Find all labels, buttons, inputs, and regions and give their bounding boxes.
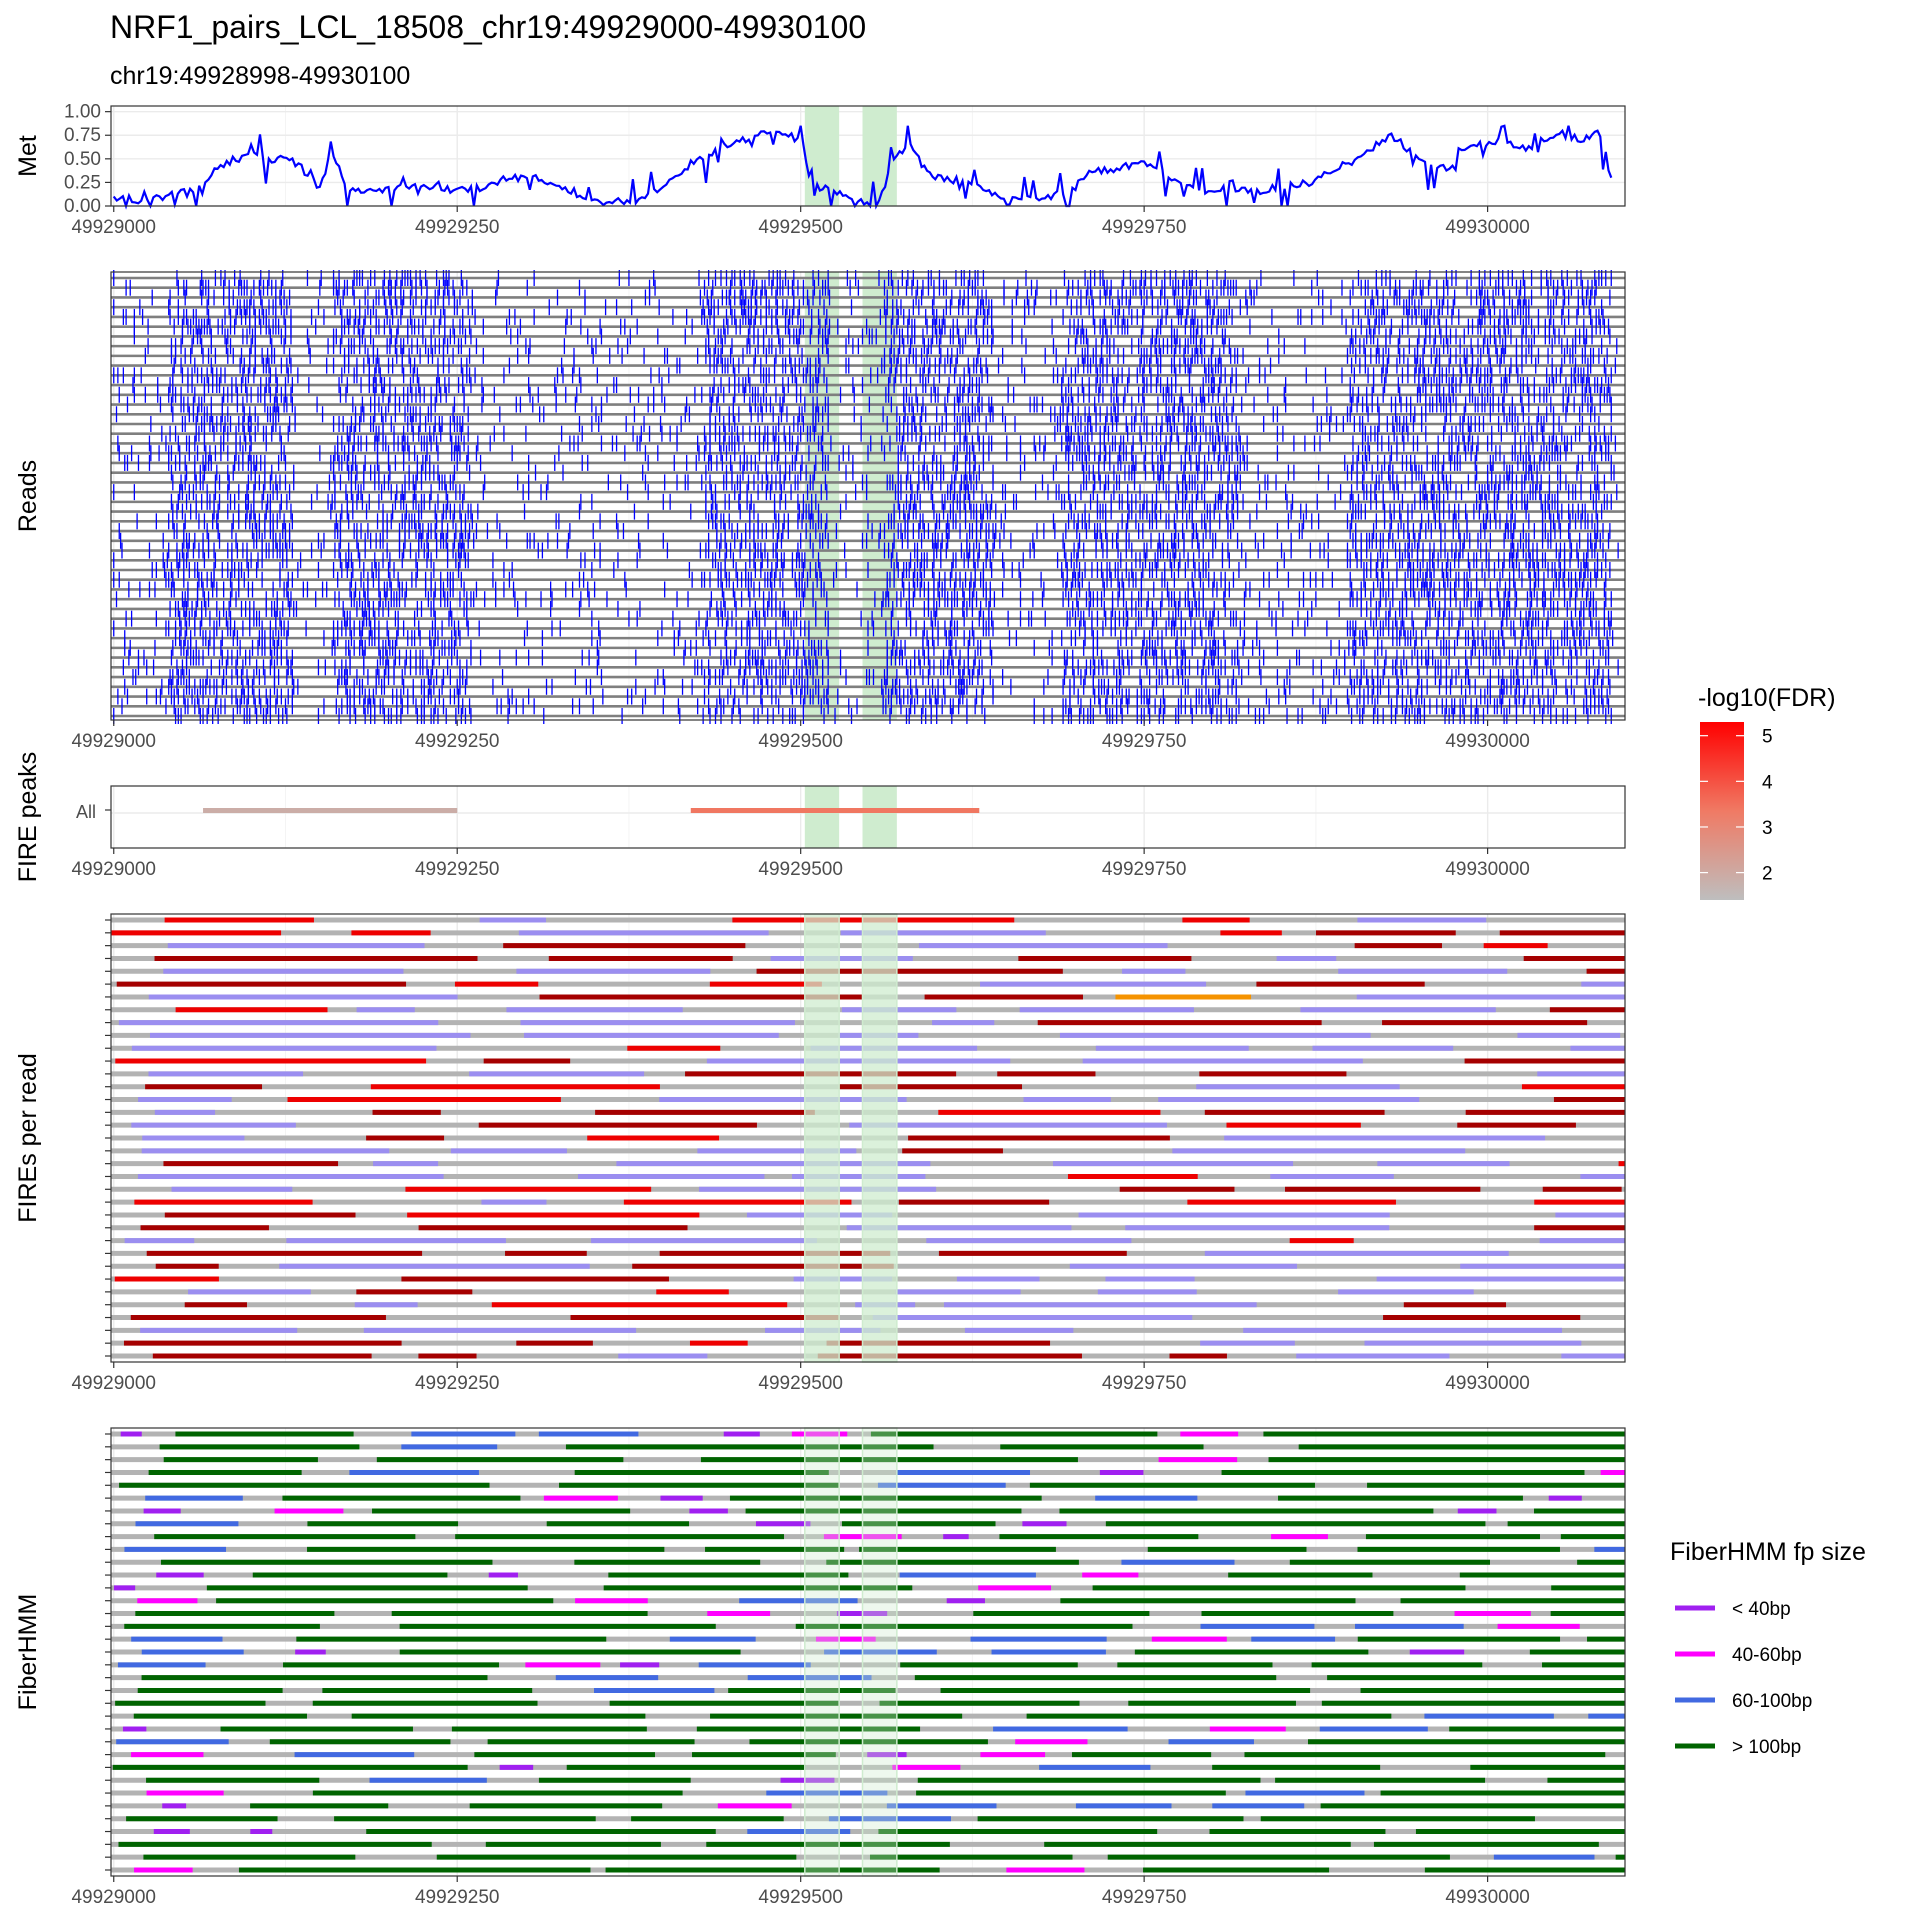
reads-rows [111, 270, 1625, 724]
met-ylabel: Met [14, 135, 42, 177]
x-tick-label: 49929000 [71, 217, 156, 238]
met-x-axis: 49929000 49929250 49929500 49929750 49930000 [71, 206, 1530, 238]
x-tick-label: 49929500 [758, 217, 843, 238]
y-tick-label: 0.75 [64, 125, 101, 146]
met-line [112, 124, 1613, 210]
met-panel: 0.000.250.500.751.00 49929000 49929250 499… [14, 102, 1626, 238]
reads-panel: 49929000 49929250 49929500 49929750 49930000… [14, 270, 1626, 752]
y-tick-label: 0.25 [64, 172, 101, 193]
met-y-axis: 0.00 0.250.50 0.751.00 [64, 102, 111, 217]
y-tick-label: 0.50 [64, 149, 101, 170]
x-tick-label: 49929250 [415, 217, 500, 238]
met-panel-border [110, 105, 1626, 207]
plot-subtitle: chr19:49928998-49930100 [110, 62, 410, 90]
highlight-region [862, 106, 897, 206]
plot-title: NRF1_pairs_LCL_18508_chr19:49929000-4993… [110, 9, 866, 45]
y-tick-label: 1.00 [64, 102, 101, 123]
y-tick-label: 0.00 [64, 196, 101, 217]
x-tick-label: 49930000 [1445, 217, 1530, 238]
x-tick-label: 49929750 [1102, 217, 1187, 238]
